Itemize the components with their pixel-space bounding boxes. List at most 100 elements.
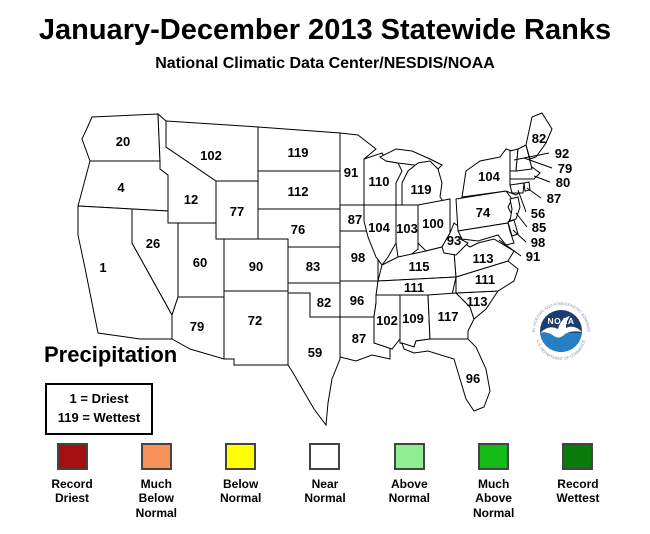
rank-label-me: 82 [532, 131, 546, 146]
rank-label-mi: 119 [411, 182, 432, 197]
leader-line-ct [517, 189, 527, 213]
leader-line-ma [533, 175, 551, 183]
leader-line-md [498, 239, 522, 257]
rank-label-or: 4 [117, 180, 125, 195]
rank-label-ut: 60 [193, 255, 207, 270]
noaa-logo: NOAA NATIONAL OCEANIC AND ATMOSPHERIC AD… [531, 301, 591, 361]
rank-label-mn: 91 [344, 165, 358, 180]
rank-label-ar: 96 [350, 293, 364, 308]
rank-label-nd: 119 [288, 145, 309, 160]
rank-label-ia: 87 [348, 212, 362, 227]
state-nj [509, 196, 521, 222]
legend-item-record-driest: Record Driest [32, 443, 112, 520]
legend-swatch-near [309, 443, 341, 470]
legend-swatch-record-wettest [562, 443, 594, 470]
state-nm [223, 290, 289, 366]
rank-label-ok: 82 [317, 295, 331, 310]
noaa-gull-icon [540, 316, 582, 338]
rank-label-nh: 79 [558, 161, 572, 176]
rank-label-wy: 77 [230, 204, 244, 219]
rank-label-mt: 102 [200, 148, 222, 163]
noaa-logo-sea [540, 333, 582, 352]
state-ct [509, 182, 525, 194]
rank-label-mo: 98 [351, 250, 365, 265]
rank-label-id: 12 [184, 192, 198, 207]
rank-label-ne: 76 [291, 222, 305, 237]
legend-item-above: Above Normal [369, 443, 449, 520]
noaa-logo-word: NOAA [547, 316, 574, 326]
rank-label-ct: 56 [531, 206, 545, 221]
rank-label-fl: 96 [466, 371, 480, 386]
rank-label-ms: 102 [376, 313, 398, 328]
rank-label-tx: 59 [308, 345, 322, 360]
rank-label-va: 113 [473, 251, 494, 266]
rank-key-wettest: 119 = Wettest [57, 409, 141, 425]
page-subtitle: National Climatic Data Center/NESDIS/NOA… [155, 55, 495, 72]
legend-label-much-above: Much Above Normal [472, 477, 515, 520]
legend-swatch-record-driest [56, 443, 88, 470]
legend-label-much-below: Much Below Normal [135, 477, 177, 520]
rank-label-ga: 117 [438, 309, 459, 324]
rank-label-wv: 93 [447, 233, 461, 248]
state-me [525, 112, 553, 160]
rank-label-pa: 74 [476, 205, 491, 220]
legend-swatch-much-below [140, 443, 172, 470]
parameter-label: Precipitation [44, 342, 178, 367]
rank-label-md: 91 [526, 249, 540, 264]
rank-label-nv: 26 [146, 236, 160, 251]
rank-label-nc: 111 [475, 272, 495, 287]
legend-swatch-below [225, 443, 257, 470]
state-fl [401, 338, 491, 412]
legend-item-much-above: Much Above Normal [454, 443, 534, 520]
legend-item-record-wettest: Record Wettest [538, 443, 618, 520]
rank-label-ky: 115 [409, 259, 430, 274]
legend-item-near: Near Normal [285, 443, 365, 520]
legend-label-record-wettest: Record Wettest [556, 477, 600, 506]
rank-label-wi: 110 [369, 174, 390, 189]
rank-label-al: 109 [402, 311, 424, 326]
state-shapes [77, 112, 553, 427]
legend: Record Driest Much Below Normal Below No… [32, 443, 618, 520]
state-rank-labels: 20 4 1 26 12 102 77 60 90 79 72 119 112 … [99, 131, 546, 386]
rank-label-in: 103 [396, 221, 418, 236]
legend-label-record-driest: Record Driest [51, 477, 93, 506]
leader-line-nh [523, 157, 553, 169]
rank-label-az: 79 [190, 319, 204, 334]
rank-label-nm: 72 [248, 313, 262, 328]
legend-label-below: Below Normal [219, 477, 262, 506]
leader-line-ri [526, 187, 542, 199]
legend-item-much-below: Much Below Normal [116, 443, 196, 520]
legend-item-below: Below Normal [201, 443, 281, 520]
legend-label-above: Above Normal [388, 477, 430, 506]
rank-label-sc: 113 [467, 294, 488, 309]
leader-line-nj [515, 212, 528, 228]
rank-label-nj: 85 [532, 220, 546, 235]
rank-label-wa: 20 [116, 134, 130, 149]
rank-label-co: 90 [249, 259, 263, 274]
page-title: January-December 2013 Statewide Ranks [38, 14, 612, 46]
rank-label-ca: 1 [99, 260, 106, 275]
rank-label-ma: 80 [556, 175, 570, 190]
northeast-leader-labels: 92 79 80 87 56 85 98 91 [498, 146, 572, 264]
legend-swatch-much-above [478, 443, 510, 470]
leader-line-de [512, 229, 527, 243]
rank-label-ny: 104 [478, 169, 500, 184]
rank-label-la: 87 [352, 331, 366, 346]
rank-label-de: 98 [531, 235, 545, 250]
legend-label-near: Near Normal [304, 477, 346, 506]
rank-label-il: 104 [368, 220, 390, 235]
rank-label-ri: 87 [547, 191, 561, 206]
rank-key-box: 1 = Driest 119 = Wettest [45, 383, 153, 435]
leader-line-vt [513, 152, 550, 161]
state-tx [287, 292, 341, 427]
rank-label-oh: 100 [422, 216, 444, 231]
rank-label-sd: 112 [288, 184, 309, 199]
rank-label-vt: 92 [555, 146, 569, 161]
title-block: January-December 2013 Statewide Ranks Na… [0, 14, 650, 73]
legend-swatch-above [393, 443, 425, 470]
rank-label-tn: 111 [404, 280, 424, 295]
rank-key-driest: 1 = Driest [69, 391, 129, 406]
rank-label-ks: 83 [306, 259, 320, 274]
